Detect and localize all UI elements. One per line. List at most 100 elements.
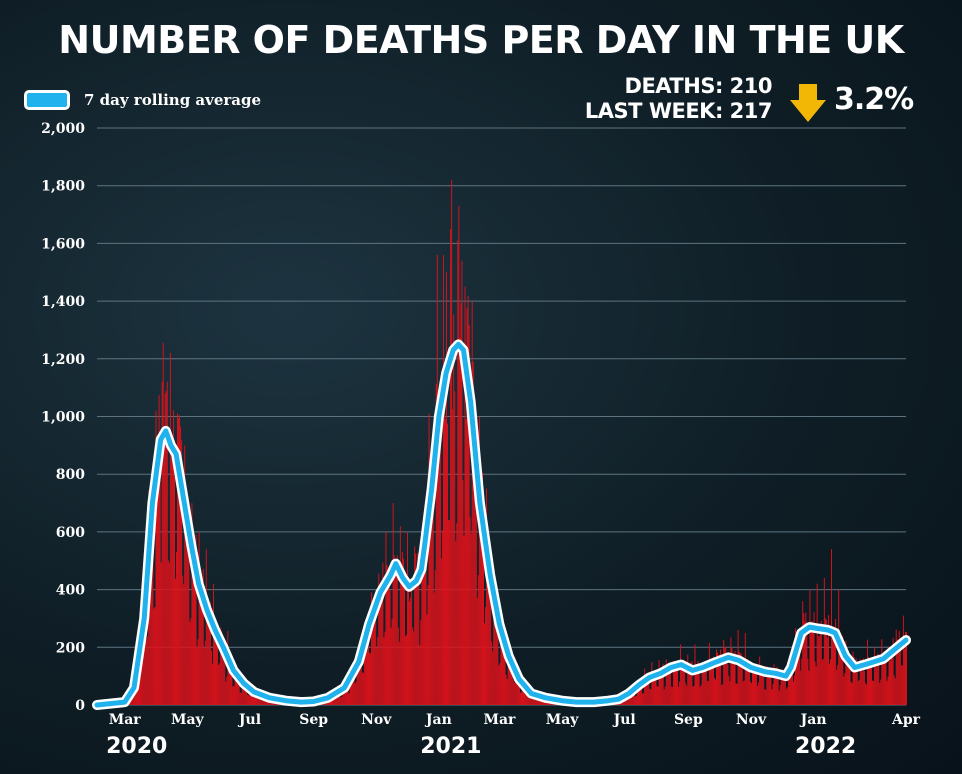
daily-bar — [193, 534, 195, 705]
daily-bar — [719, 654, 721, 705]
daily-bar — [827, 615, 829, 705]
daily-bar — [726, 660, 728, 705]
rolling-average-series — [94, 341, 909, 708]
daily-bar — [523, 683, 524, 705]
daily-bar — [728, 675, 730, 705]
daily-bar — [501, 638, 503, 705]
daily-bar — [362, 673, 364, 705]
daily-bar — [855, 658, 857, 705]
daily-bar — [489, 575, 491, 705]
daily-bar — [816, 583, 818, 705]
daily-bar — [888, 646, 890, 705]
daily-bar — [718, 654, 720, 705]
daily-bar — [477, 575, 479, 705]
daily-bar — [660, 677, 662, 705]
daily-bar — [190, 618, 192, 705]
daily-bar — [390, 627, 392, 705]
daily-bar — [341, 697, 343, 705]
daily-bar — [836, 669, 838, 705]
daily-bar — [422, 569, 424, 705]
daily-bar — [857, 681, 859, 705]
daily-bar — [802, 601, 804, 705]
daily-bar — [382, 562, 384, 705]
daily-bar — [342, 687, 344, 705]
daily-bar — [817, 635, 819, 705]
daily-bar — [640, 679, 642, 705]
daily-bar — [177, 413, 179, 705]
daily-bar — [433, 592, 435, 705]
daily-bar — [668, 668, 670, 705]
daily-bar — [425, 540, 427, 705]
x-tick-label: Mar — [109, 712, 142, 728]
daily-bar — [458, 205, 460, 705]
daily-bar — [498, 665, 500, 705]
daily-bar — [398, 641, 400, 705]
daily-bar — [692, 686, 694, 705]
daily-bar — [747, 669, 749, 705]
daily-bar — [819, 631, 821, 705]
daily-bar — [759, 656, 761, 705]
daily-bar — [650, 689, 652, 705]
daily-bar — [345, 685, 347, 705]
daily-bar — [534, 699, 536, 705]
daily-bar — [437, 442, 439, 705]
daily-bar — [687, 654, 689, 705]
daily-bar — [150, 549, 152, 705]
daily-bar — [513, 682, 515, 705]
daily-bar — [365, 620, 367, 705]
daily-bar — [748, 670, 750, 705]
daily-bar — [868, 657, 869, 705]
daily-bar — [768, 673, 770, 705]
daily-bar — [413, 631, 415, 705]
daily-bar — [184, 445, 186, 705]
daily-bar — [686, 685, 688, 705]
y-tick-label: 1,600 — [41, 236, 85, 252]
daily-bar — [373, 619, 375, 705]
daily-bar — [898, 630, 900, 705]
daily-bar — [727, 664, 729, 705]
change-percent: 3.2% — [834, 82, 914, 117]
daily-bar — [787, 662, 789, 705]
x-tick-label: May — [546, 712, 580, 728]
daily-bar — [448, 519, 450, 705]
daily-bar — [814, 661, 816, 705]
daily-bar — [371, 592, 373, 705]
daily-bar — [499, 663, 501, 705]
daily-bar — [424, 568, 426, 705]
daily-bar — [228, 649, 230, 705]
daily-bar — [165, 390, 167, 705]
daily-bar — [822, 658, 824, 705]
daily-bar — [812, 628, 814, 705]
legend: 7 day rolling average — [24, 90, 261, 110]
daily-bar — [741, 660, 743, 705]
daily-bar — [384, 631, 386, 705]
daily-bar — [675, 668, 676, 705]
daily-bar — [889, 661, 891, 705]
daily-bar — [428, 413, 430, 705]
daily-bar — [813, 612, 815, 705]
daily-bar — [782, 679, 784, 705]
daily-bar — [470, 533, 472, 705]
daily-bar — [500, 618, 502, 705]
daily-bar — [255, 697, 257, 705]
daily-bar — [715, 679, 716, 705]
daily-bar — [665, 659, 667, 705]
daily-bar — [533, 695, 535, 705]
daily-bar — [797, 639, 799, 705]
daily-bar — [229, 665, 231, 705]
daily-bar — [196, 646, 198, 705]
daily-bar — [757, 685, 759, 705]
daily-bar — [459, 337, 461, 705]
daily-bar — [414, 546, 416, 705]
daily-bar — [682, 670, 684, 705]
daily-bar — [740, 653, 742, 705]
daily-bar — [721, 685, 723, 705]
daily-bar — [234, 667, 236, 705]
daily-bar — [181, 440, 183, 705]
x-tick-label: Nov — [736, 712, 767, 728]
daily-bar — [666, 669, 668, 705]
daily-bar — [765, 689, 767, 705]
daily-bar — [347, 690, 349, 705]
daily-bar — [160, 562, 162, 705]
daily-bar — [826, 637, 828, 705]
